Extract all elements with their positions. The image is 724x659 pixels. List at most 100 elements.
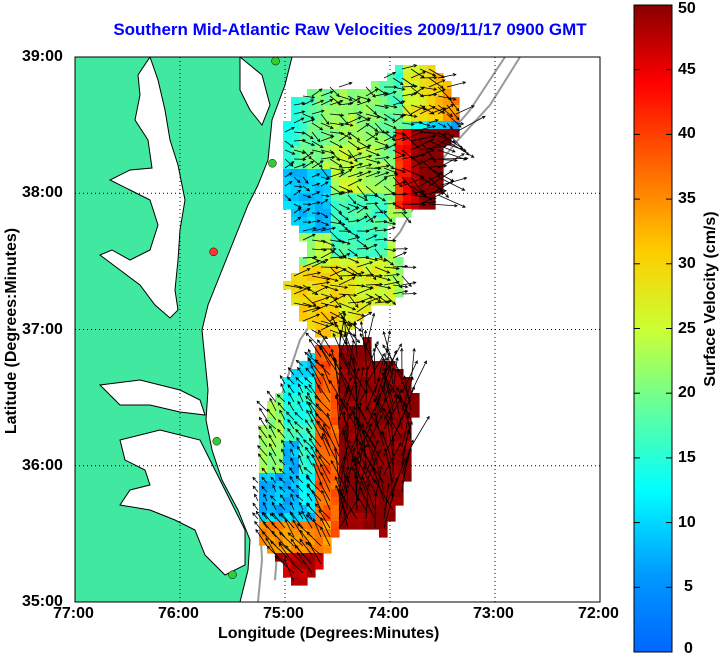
velocity-arrow <box>302 149 312 160</box>
velocity-arrow <box>437 140 467 152</box>
velocity-cell <box>347 177 356 186</box>
velocity-arrow <box>383 131 395 141</box>
velocity-arrowhead <box>396 266 400 271</box>
velocity-cell <box>411 105 420 114</box>
velocity-arrow <box>302 306 320 313</box>
velocity-arrow <box>259 407 268 421</box>
velocity-cell <box>355 313 364 322</box>
velocity-arrow <box>293 176 301 183</box>
velocity-cell <box>307 241 316 250</box>
velocity-arrow <box>338 320 357 325</box>
velocity-arrowhead <box>394 173 399 177</box>
velocity-arrowhead <box>381 352 386 357</box>
velocity-arrowhead <box>357 451 361 455</box>
velocity-cell <box>395 177 404 186</box>
velocity-arrowhead <box>319 481 323 486</box>
velocity-arrowhead <box>271 521 275 526</box>
velocity-arrow <box>306 401 313 412</box>
velocity-arrowhead <box>420 130 424 134</box>
velocity-arrowhead <box>287 532 292 536</box>
velocity-cell <box>371 481 380 490</box>
velocity-arrowhead <box>312 302 317 307</box>
velocity-cell <box>443 89 452 98</box>
velocity-cell <box>347 129 356 138</box>
velocity-arrow <box>266 545 286 565</box>
velocity-arrow <box>401 131 420 149</box>
velocity-arrowhead <box>430 138 435 142</box>
velocity-cell <box>299 225 308 234</box>
velocity-arrowhead <box>332 332 336 337</box>
velocity-cell <box>347 457 356 466</box>
velocity-cell <box>419 113 428 122</box>
velocity-arrow <box>277 394 286 403</box>
velocity-arrow <box>312 490 322 511</box>
velocity-arrowhead <box>306 268 311 272</box>
velocity-cell <box>315 105 324 114</box>
velocity-arrowhead <box>342 268 347 272</box>
velocity-arrow <box>392 167 406 173</box>
velocity-cell <box>331 449 340 458</box>
velocity-arrow <box>401 122 414 125</box>
velocity-arrowhead <box>339 397 343 402</box>
velocity-arrowhead <box>344 340 349 345</box>
velocity-cell <box>347 161 356 170</box>
x-tick-label: 72:00 <box>578 605 619 622</box>
velocity-arrowhead <box>324 286 329 290</box>
velocity-arrowhead <box>281 439 285 444</box>
y-tick-label: 38:00 <box>22 184 63 202</box>
velocity-arrow <box>338 385 350 421</box>
velocity-arrow <box>289 440 295 448</box>
velocity-arrow <box>401 190 426 196</box>
velocity-arrow <box>297 401 304 412</box>
velocity-arrow <box>419 192 445 205</box>
velocity-cell <box>267 489 276 498</box>
velocity-arrowhead <box>304 351 308 356</box>
velocity-arrow <box>293 216 301 223</box>
velocity-arrowhead <box>348 388 352 392</box>
velocity-cell <box>275 401 284 410</box>
velocity-arrowhead <box>363 194 367 199</box>
velocity-arrow <box>329 212 342 224</box>
velocity-cell <box>331 353 340 362</box>
velocity-arrowhead <box>310 99 315 103</box>
velocity-arrowhead <box>385 130 390 134</box>
velocity-arrowhead <box>325 176 330 181</box>
velocity-arrow <box>401 282 416 286</box>
velocity-arrow <box>446 122 453 130</box>
velocity-arrow <box>392 203 406 211</box>
velocity-arrowhead <box>409 421 413 425</box>
velocity-arrow <box>304 377 313 385</box>
velocity-cell <box>411 393 420 402</box>
velocity-cell <box>379 513 388 522</box>
velocity-arrow <box>356 274 374 277</box>
velocity-arrowhead <box>261 476 265 481</box>
velocity-arrow <box>279 503 286 511</box>
velocity-arrow <box>401 456 408 493</box>
velocity-cell <box>299 417 308 426</box>
velocity-arrow <box>329 86 340 97</box>
velocity-cell <box>339 201 348 210</box>
velocity-arrow <box>356 261 373 268</box>
velocity-cell <box>267 409 276 418</box>
velocity-cell <box>411 401 420 410</box>
velocity-cell <box>291 393 300 402</box>
velocity-arrowhead <box>280 382 284 387</box>
velocity-arrow <box>311 131 321 143</box>
velocity-arrow <box>365 283 383 286</box>
velocity-arrow <box>383 493 394 529</box>
velocity-arrowhead <box>390 492 395 497</box>
velocity-cell <box>395 481 404 490</box>
velocity-arrow <box>265 537 277 556</box>
velocity-arrowhead <box>406 429 410 434</box>
velocity-arrow <box>365 366 368 403</box>
velocity-cell <box>315 233 324 242</box>
velocity-arrow <box>356 402 362 439</box>
velocity-cell <box>315 537 324 546</box>
velocity-arrowhead <box>346 190 351 194</box>
velocity-cell <box>331 401 340 410</box>
velocity-arrow <box>265 419 277 430</box>
velocity-arrowhead <box>391 437 395 442</box>
velocity-cell <box>363 249 372 258</box>
velocity-cell <box>339 113 348 122</box>
velocity-arrowhead <box>294 544 298 549</box>
